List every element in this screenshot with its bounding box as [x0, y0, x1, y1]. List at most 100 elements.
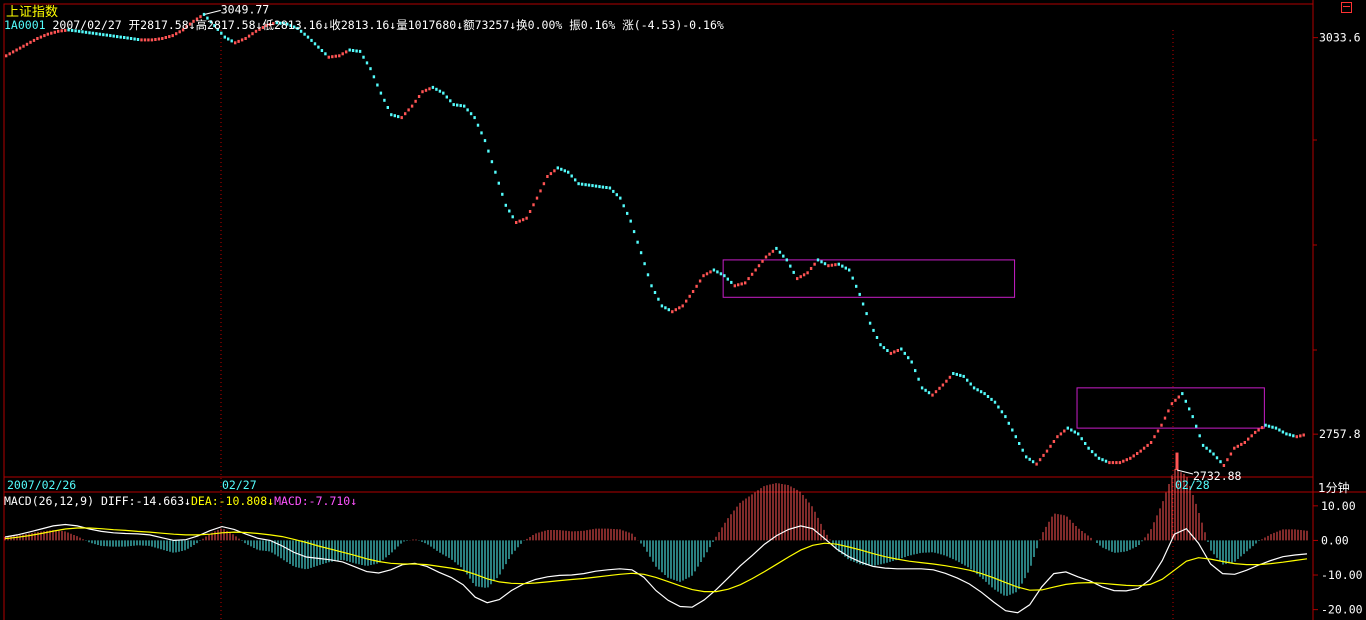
- price-point: [882, 346, 886, 350]
- price-point: [972, 386, 976, 390]
- price-point: [955, 372, 958, 376]
- price-point: [653, 291, 657, 294]
- price-point: [1080, 437, 1083, 441]
- price-point: [511, 215, 514, 219]
- price-point: [542, 182, 546, 186]
- price-point: [619, 196, 622, 200]
- price-point: [650, 284, 653, 288]
- price-point: [18, 46, 22, 50]
- price-point: [345, 50, 348, 54]
- price-point: [997, 405, 1000, 409]
- price-point: [1052, 440, 1056, 443]
- price-point: [338, 54, 341, 58]
- low-annotation: 2732.88: [1193, 469, 1242, 483]
- price-point: [508, 209, 511, 213]
- price-point: [98, 32, 102, 36]
- price-point: [348, 48, 351, 52]
- price-point: [626, 211, 629, 215]
- price-point: [25, 42, 29, 46]
- timeframe-label[interactable]: 1分钟: [1318, 481, 1350, 495]
- price-point: [1167, 409, 1170, 413]
- price-point: [1191, 415, 1194, 419]
- price-point: [587, 183, 591, 187]
- price-point: [355, 49, 358, 53]
- price-point: [501, 192, 504, 196]
- price-point: [192, 19, 195, 23]
- price-point: [941, 383, 945, 387]
- price-point: [855, 284, 858, 288]
- price-point: [705, 272, 709, 276]
- price-point: [1031, 460, 1035, 464]
- price-point: [688, 294, 691, 298]
- price-point: [393, 114, 396, 118]
- high-annotation: 3049.77: [221, 2, 270, 16]
- price-point: [88, 31, 91, 35]
- price-point: [181, 28, 185, 32]
- price-point: [1278, 428, 1281, 432]
- price-point: [976, 388, 979, 392]
- price-point: [931, 393, 934, 397]
- price-point: [358, 49, 362, 53]
- price-point: [32, 38, 36, 42]
- price-point: [848, 268, 851, 272]
- price-point: [712, 268, 716, 272]
- price-point: [483, 139, 487, 143]
- price-point: [306, 35, 310, 39]
- price-point: [60, 29, 63, 33]
- price-point: [1260, 426, 1264, 430]
- amount-value: 额73257↓: [463, 18, 517, 32]
- minimize-icon[interactable]: [1341, 2, 1352, 13]
- price-point: [46, 32, 49, 36]
- price-point: [969, 382, 972, 386]
- highlight-boxes: [722, 259, 1265, 429]
- price-point: [1222, 464, 1226, 467]
- price-point: [320, 49, 324, 52]
- price-point: [275, 21, 278, 25]
- price-point: [116, 35, 119, 39]
- macd-y-tick-label: -20.00: [1321, 603, 1363, 617]
- price-point: [175, 32, 178, 36]
- price-point: [716, 270, 719, 274]
- price-point: [1257, 428, 1260, 432]
- price-point: [1153, 435, 1156, 439]
- price-point: [837, 262, 840, 266]
- price-point: [112, 34, 115, 38]
- price-point: [494, 170, 497, 174]
- price-point: [43, 34, 46, 38]
- price-point: [861, 302, 865, 306]
- price-point: [1215, 456, 1219, 460]
- price-point: [272, 22, 275, 26]
- price-point: [143, 38, 147, 42]
- price-point: [560, 167, 563, 171]
- price-point: [1101, 458, 1104, 462]
- price-point: [449, 99, 452, 103]
- macd-label: MACD(26,12,9): [4, 494, 95, 508]
- price-point: [188, 22, 192, 26]
- price-point: [154, 38, 157, 41]
- price-point: [750, 272, 754, 276]
- price-point: [1073, 430, 1076, 434]
- price-point: [785, 258, 788, 262]
- price-point: [397, 115, 400, 119]
- price-point: [102, 33, 105, 37]
- price-point: [518, 219, 521, 223]
- price-point: [920, 386, 924, 390]
- price-point: [1125, 458, 1128, 462]
- price-point: [1299, 434, 1302, 438]
- price-point: [757, 264, 761, 268]
- price-point: [868, 321, 872, 325]
- price-point: [674, 308, 677, 312]
- price-point: [1104, 459, 1108, 463]
- quote-date: 2007/02/27: [52, 18, 122, 32]
- price-point: [851, 276, 854, 280]
- price-point: [247, 34, 251, 38]
- price-point: [1295, 435, 1298, 439]
- price-point: [1240, 442, 1243, 446]
- price-point: [1035, 462, 1038, 466]
- price-point: [1170, 402, 1174, 406]
- price-point: [896, 349, 899, 352]
- price-point: [820, 260, 823, 264]
- price-point: [740, 282, 743, 286]
- price-point: [1271, 425, 1274, 429]
